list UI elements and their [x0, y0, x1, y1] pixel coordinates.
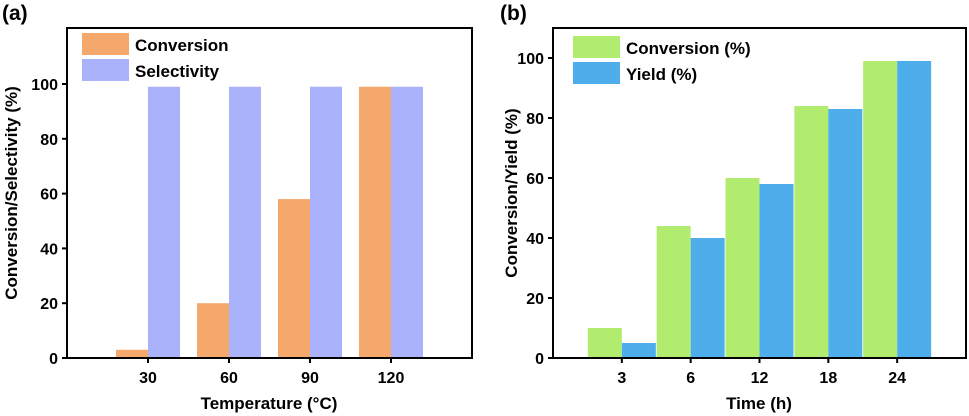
y-tick-label-a-3: 60 — [40, 187, 58, 204]
bar-b-s1-c4 — [897, 61, 932, 358]
bar-b-s0-c4 — [863, 61, 898, 358]
bar-a-s1-c3 — [391, 86, 423, 359]
y-tick-label-a-2: 40 — [40, 241, 58, 258]
panel-b-label: (b) — [500, 2, 527, 25]
legend-label-conversion: Conversion — [135, 36, 229, 55]
legend-label-selectivity: Selectivity — [135, 62, 220, 81]
x-tick-label-b-0: 3 — [617, 370, 626, 387]
panel-a-y-axis-title: Conversion/Selectivity (%) — [2, 86, 21, 300]
panel-b: (b) 0 20 40 60 80 100 3 6 12 18 24 Time (h) Conve… — [500, 2, 967, 413]
panel-b-y-ticks: 0 20 40 60 80 100 — [517, 51, 553, 368]
x-tick-label-b-2: 12 — [751, 370, 769, 387]
bar-a-s1-c2 — [310, 86, 342, 359]
legend-swatch-conversion-pct — [573, 36, 620, 58]
panel-b-x-ticks: 3 6 12 18 24 — [617, 358, 906, 387]
panel-a-bars — [116, 86, 423, 359]
bar-a-s0-c1 — [197, 303, 229, 358]
x-tick-label-a-2: 90 — [301, 370, 319, 387]
bar-a-s1-c0 — [148, 86, 180, 359]
x-tick-label-a-1: 60 — [220, 370, 238, 387]
panel-b-x-axis-title: Time (h) — [726, 394, 792, 413]
bar-b-s1-c0 — [621, 343, 656, 358]
x-tick-label-b-1: 6 — [686, 370, 695, 387]
bar-a-s1-c1 — [229, 86, 261, 359]
bar-b-s0-c2 — [725, 178, 760, 358]
y-tick-label-b-4: 80 — [526, 111, 544, 128]
y-tick-label-b-2: 40 — [526, 231, 544, 248]
y-tick-label-a-0: 0 — [49, 351, 58, 368]
panel-a: (a) 0 20 40 60 80 100 30 60 90 120 Temperature (… — [2, 2, 473, 413]
panel-a-x-ticks: 30 60 90 120 — [139, 358, 404, 387]
bar-b-s0-c1 — [656, 226, 691, 358]
bar-a-s0-c3 — [359, 86, 391, 359]
panel-a-legend: Conversion Selectivity — [82, 33, 229, 81]
x-tick-label-b-4: 24 — [888, 370, 906, 387]
bar-a-s0-c0 — [116, 349, 148, 358]
legend-swatch-yield-pct — [573, 62, 620, 84]
y-tick-label-b-5: 100 — [517, 51, 544, 68]
x-tick-label-b-3: 18 — [819, 370, 837, 387]
bar-b-s1-c3 — [828, 109, 863, 358]
legend-label-yield-pct: Yield (%) — [626, 65, 697, 84]
panel-a-x-axis-title: Temperature (°C) — [201, 394, 338, 413]
x-tick-label-a-0: 30 — [139, 370, 157, 387]
bar-b-s0-c3 — [794, 106, 829, 358]
y-tick-label-b-0: 0 — [535, 351, 544, 368]
panel-b-bars — [587, 61, 932, 358]
panel-b-y-axis-title: Conversion/Yield (%) — [502, 108, 521, 277]
y-tick-label-b-3: 60 — [526, 171, 544, 188]
y-tick-label-a-4: 80 — [40, 132, 58, 149]
legend-swatch-selectivity — [82, 59, 129, 81]
legend-label-conversion-pct: Conversion (%) — [626, 39, 751, 58]
y-tick-label-b-1: 20 — [526, 291, 544, 308]
bar-b-s1-c2 — [759, 184, 794, 358]
y-tick-label-a-1: 20 — [40, 296, 58, 313]
panel-b-legend: Conversion (%) Yield (%) — [573, 36, 751, 84]
panel-a-y-ticks: 0 20 40 60 80 100 — [31, 77, 67, 368]
legend-swatch-conversion — [82, 33, 129, 55]
bar-b-s1-c1 — [690, 238, 725, 358]
y-tick-label-a-5: 100 — [31, 77, 58, 94]
x-tick-label-a-3: 120 — [378, 370, 405, 387]
bar-a-s0-c2 — [278, 199, 310, 358]
panel-a-label: (a) — [2, 2, 28, 25]
bar-b-s0-c0 — [587, 328, 622, 358]
